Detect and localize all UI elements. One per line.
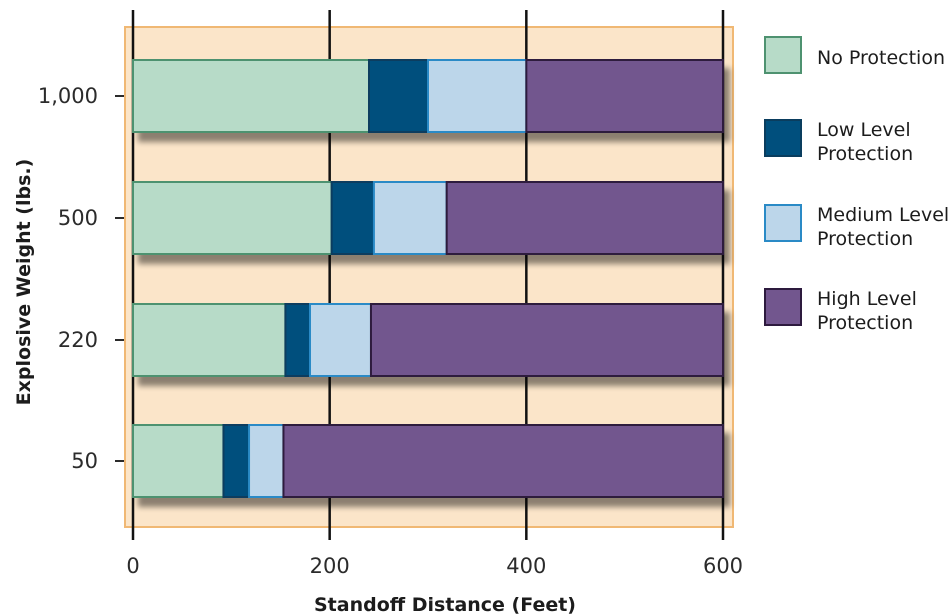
legend-swatch bbox=[764, 204, 802, 242]
legend-item-no-protection: No Protection bbox=[764, 36, 945, 74]
bar-segment-low-level-protection bbox=[284, 303, 311, 377]
legend-label-line: Low Level bbox=[817, 119, 911, 141]
legend-label-line: No Protection bbox=[817, 47, 945, 69]
bar-segment-no-protection bbox=[132, 424, 225, 498]
legend-label-line: Protection bbox=[817, 228, 913, 250]
legend-label: Low Level Protection bbox=[817, 119, 913, 165]
legend-label: No Protection bbox=[817, 47, 945, 69]
y-tick-label: 50 bbox=[71, 449, 98, 473]
bar-row bbox=[132, 181, 724, 255]
y-axis-title: Explosive Weight (lbs.) bbox=[13, 159, 35, 406]
x-axis-title: Standoff Distance (Feet) bbox=[314, 594, 576, 615]
bar-row bbox=[132, 59, 724, 133]
x-tick-label: 200 bbox=[310, 554, 350, 578]
bar-segment-no-protection bbox=[132, 303, 287, 377]
x-tick-label: 400 bbox=[506, 554, 546, 578]
legend-item-medium-level-protection: Medium Level Protection bbox=[764, 204, 949, 250]
legend-item-high-level-protection: High Level Protection bbox=[764, 288, 917, 334]
bar-segment-no-protection bbox=[132, 59, 370, 133]
x-tick-label: 600 bbox=[703, 554, 743, 578]
bar-segment-no-protection bbox=[132, 181, 333, 255]
bar-segment-high-level-protection bbox=[445, 181, 724, 255]
bar-segment-low-level-protection bbox=[222, 424, 251, 498]
bar-segment-medium-level-protection bbox=[427, 59, 528, 133]
bar-segment-medium-level-protection bbox=[372, 181, 448, 255]
bar-segment-high-level-protection bbox=[369, 303, 724, 377]
x-axis-ticks: 0 200 400 600 bbox=[126, 554, 743, 578]
legend-label: Medium Level Protection bbox=[817, 204, 949, 250]
bars bbox=[132, 59, 724, 498]
y-tick-label: 500 bbox=[58, 206, 98, 230]
y-tick-label: 1,000 bbox=[38, 84, 98, 108]
legend-swatch bbox=[764, 119, 802, 157]
bar-segment-high-level-protection bbox=[282, 424, 724, 498]
y-tick-label: 220 bbox=[58, 328, 98, 352]
bar-segment-medium-level-protection bbox=[309, 303, 372, 377]
legend-swatch bbox=[764, 36, 802, 74]
legend-label: High Level Protection bbox=[817, 288, 917, 334]
y-axis-ticks: 1,000 500 220 50 bbox=[38, 84, 124, 473]
bar-segment-low-level-protection bbox=[368, 59, 429, 133]
bar-row bbox=[132, 303, 724, 377]
legend-label-line: High Level bbox=[817, 288, 917, 310]
legend-label-line: Medium Level bbox=[817, 204, 949, 226]
legend-item-low-level-protection: Low Level Protection bbox=[764, 119, 913, 165]
x-tick-label: 0 bbox=[126, 554, 139, 578]
bar-row bbox=[132, 424, 724, 498]
bar-segment-high-level-protection bbox=[525, 59, 724, 133]
legend-swatch bbox=[764, 288, 802, 326]
bar-segment-low-level-protection bbox=[330, 181, 375, 255]
legend-label-line: Protection bbox=[817, 312, 913, 334]
legend-label-line: Protection bbox=[817, 143, 913, 165]
bar-segment-medium-level-protection bbox=[248, 424, 285, 498]
